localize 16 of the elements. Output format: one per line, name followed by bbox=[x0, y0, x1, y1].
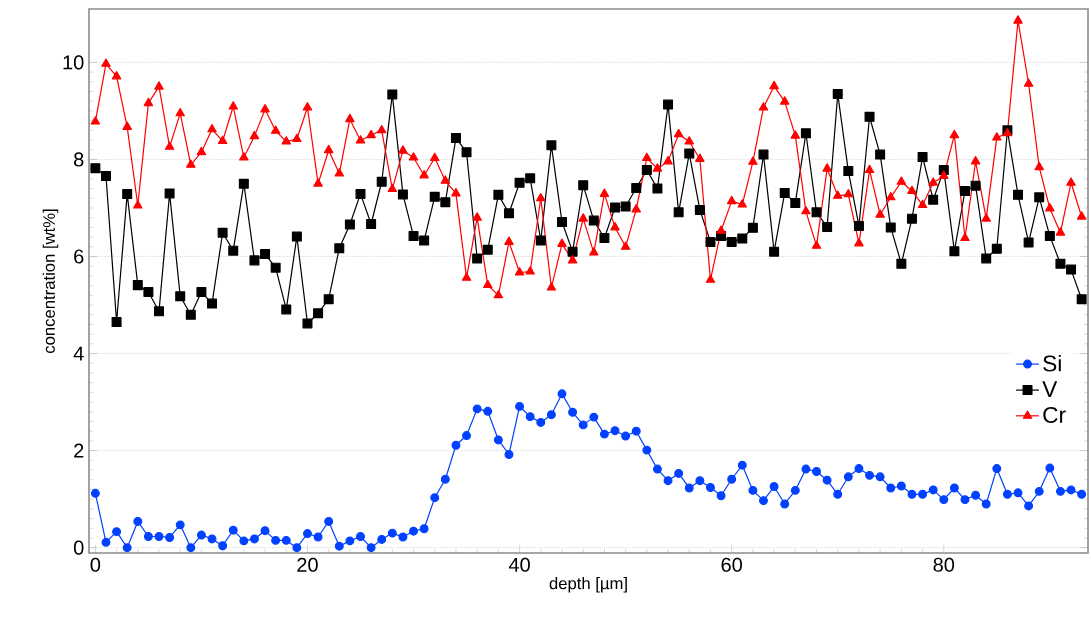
x-tick-label: 40 bbox=[508, 557, 530, 572]
legend-label: V bbox=[1042, 381, 1058, 397]
y-axis-title: concentration [wt%] bbox=[42, 209, 59, 354]
y-tick-label: 0 bbox=[73, 540, 84, 555]
y-tick-label: 6 bbox=[74, 249, 84, 264]
x-tick-label: 80 bbox=[933, 557, 955, 572]
x-tick-label: 20 bbox=[297, 557, 318, 572]
y-tick-label: 4 bbox=[73, 346, 84, 361]
x-tick-label: 0 bbox=[90, 557, 101, 572]
legend-label: Cr bbox=[1043, 406, 1066, 423]
y-tick-label: 8 bbox=[74, 152, 84, 167]
y-tick-label: 2 bbox=[74, 443, 84, 458]
x-tick-label: 60 bbox=[721, 557, 742, 572]
x-axis-title: depth [µm] bbox=[549, 577, 627, 593]
legend-label: Si bbox=[1043, 354, 1061, 372]
y-tick-label: 10 bbox=[63, 55, 84, 70]
